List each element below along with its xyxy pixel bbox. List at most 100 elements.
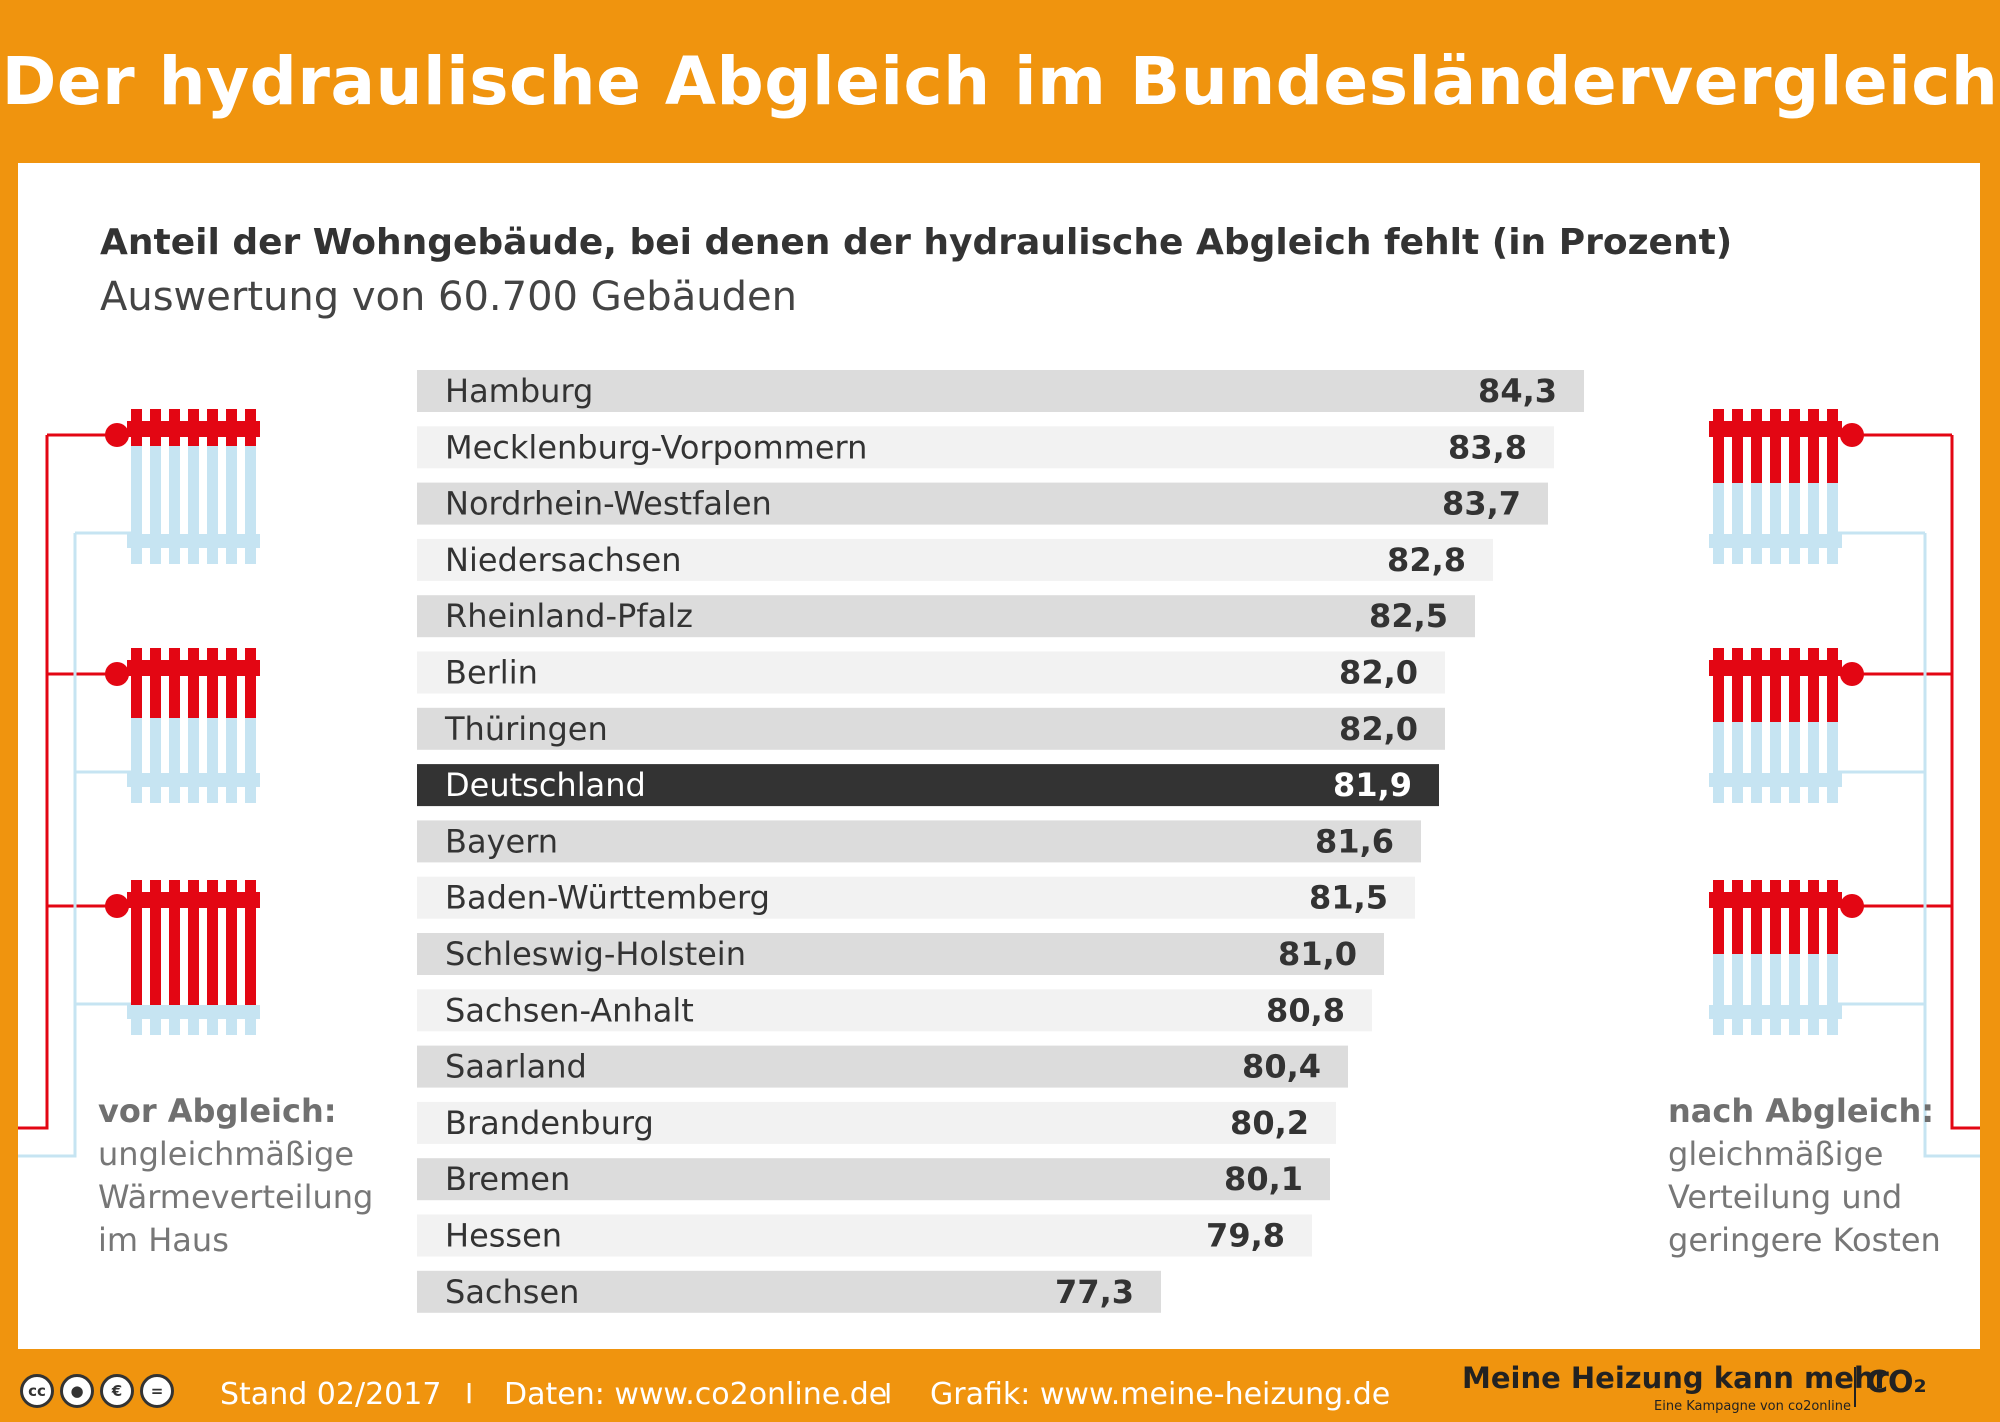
radiator-icon: [105, 409, 260, 564]
bar-value: 83,7: [1442, 485, 1521, 523]
radiator-fin: [1713, 409, 1724, 564]
radiator-fin: [169, 409, 180, 564]
radiator-fin-hot: [1751, 880, 1762, 954]
caption-before-line: ungleichmäßige: [98, 1135, 355, 1173]
radiator-collector: [1709, 1005, 1842, 1019]
brand-tagline: Eine Kampagne von co2online: [1654, 1399, 1852, 1414]
bar-label: Saarland: [445, 1048, 587, 1086]
bar-value: 77,3: [1055, 1273, 1134, 1311]
chart-subtitle: Auswertung von 60.700 Gebäuden: [100, 274, 797, 320]
bar: [417, 764, 1439, 807]
bar-value: 81,0: [1278, 935, 1357, 973]
bar-label: Bremen: [445, 1160, 570, 1198]
bar: [417, 1158, 1330, 1201]
radiator-icon: [1709, 648, 1864, 803]
bar-label: Sachsen-Anhalt: [445, 991, 694, 1029]
radiator-fin: [1751, 648, 1762, 803]
radiator-fin: [245, 648, 256, 803]
radiator-fin: [1751, 409, 1762, 564]
radiator-fin: [245, 409, 256, 564]
caption-after-line: Verteilung und: [1668, 1178, 1903, 1216]
radiator-collector: [1709, 534, 1842, 548]
bar: [417, 426, 1554, 469]
radiator-fin: [1713, 880, 1724, 1035]
bar: [417, 820, 1421, 863]
co2-logo-icon: CO₂: [1866, 1365, 1927, 1400]
cc-nc-icon: €: [100, 1374, 134, 1408]
cc-by-icon: ●: [60, 1374, 94, 1408]
radiator-collector: [127, 660, 260, 676]
radiator-collector: [127, 773, 260, 787]
radiator-fin: [150, 409, 161, 564]
radiator-fin-hot: [1770, 880, 1781, 954]
radiator-fin-hot: [131, 648, 142, 718]
radiator-fin: [1732, 409, 1743, 564]
caption-after: nach Abgleich: gleichmäßige Verteilung u…: [1668, 1090, 1941, 1262]
radiator-fin-hot: [1789, 648, 1800, 722]
radiator-fin: [188, 409, 199, 564]
bar: [417, 370, 1584, 412]
bar-label: Niedersachsen: [445, 541, 681, 579]
radiator-fin: [207, 409, 218, 564]
bar-chart: Hamburg 84,3 Mecklenburg-Vorpommern 83,8 Nor…: [417, 370, 1584, 1313]
bar-value: 81,6: [1315, 822, 1394, 860]
radiator-collector: [1709, 773, 1842, 787]
footer-data-source: Daten: www.co2online.de: [504, 1377, 888, 1412]
radiator-fin: [1732, 648, 1743, 803]
radiator-fin-hot: [131, 880, 142, 1012]
radiator-collector: [127, 421, 260, 437]
supply-pipe: [1950, 435, 1980, 1130]
radiator-fin-hot: [169, 880, 180, 1012]
radiator-fin: [131, 648, 142, 803]
radiator-fin-hot: [1808, 880, 1819, 954]
caption-before: vor Abgleich: ungleichmäßige Wärmevertei…: [98, 1090, 373, 1262]
bar-label: Bayern: [445, 822, 558, 860]
radiator-fin-hot: [1713, 648, 1724, 722]
bar: [417, 1045, 1348, 1088]
radiator-fin: [1732, 880, 1743, 1035]
radiators-after-balancing: [1709, 409, 1980, 1158]
bar-value: 82,0: [1339, 710, 1418, 748]
radiator-fin-hot: [1827, 880, 1838, 954]
radiator-fin-hot: [1770, 648, 1781, 722]
radiator-icon: [1709, 880, 1864, 1035]
radiator-collector: [127, 892, 260, 908]
radiator-fin: [1827, 648, 1838, 803]
footer-stand: Stand 02/2017: [220, 1377, 442, 1412]
radiator-fin-hot: [245, 880, 256, 1012]
bar: [417, 482, 1548, 525]
bar-value: 80,1: [1224, 1160, 1303, 1198]
bar: [417, 707, 1445, 750]
bar: [417, 1270, 1161, 1313]
bar: [417, 1214, 1312, 1257]
radiator-fin: [131, 409, 142, 564]
content-panel: [18, 163, 1980, 1349]
radiator-fin: [1751, 880, 1762, 1035]
radiator-collector: [127, 1005, 260, 1019]
radiator-fin-hot: [150, 880, 161, 1012]
bar-label: Hamburg: [445, 372, 593, 410]
bar-label: Rheinland-Pfalz: [445, 597, 693, 635]
radiator-fin: [226, 409, 237, 564]
radiators-before-balancing: [18, 409, 260, 1158]
radiator-fin: [226, 648, 237, 803]
caption-before-line: Wärmeverteilung: [98, 1178, 374, 1216]
radiator-fin: [1827, 409, 1838, 564]
radiator-fin-hot: [1827, 409, 1838, 483]
radiator-fin: [1713, 648, 1724, 803]
radiator-fin-hot: [1751, 409, 1762, 483]
bar-value: 82,0: [1339, 654, 1418, 692]
bar-label: Thüringen: [444, 710, 608, 748]
bar: [417, 1101, 1336, 1144]
cc-icon: cc: [20, 1374, 54, 1408]
bar-value: 83,8: [1448, 428, 1527, 466]
caption-after-line: gleichmäßige: [1668, 1135, 1884, 1173]
return-pipe: [1923, 533, 1980, 1158]
radiator-fin: [150, 648, 161, 803]
radiator-fin-hot: [1732, 648, 1743, 722]
chart-title: Anteil der Wohngebäude, bei denen der hy…: [100, 222, 1733, 263]
radiator-fin: [169, 648, 180, 803]
bar: [417, 595, 1475, 638]
radiator-fin: [1808, 880, 1819, 1035]
footer-separator: I: [884, 1377, 893, 1410]
